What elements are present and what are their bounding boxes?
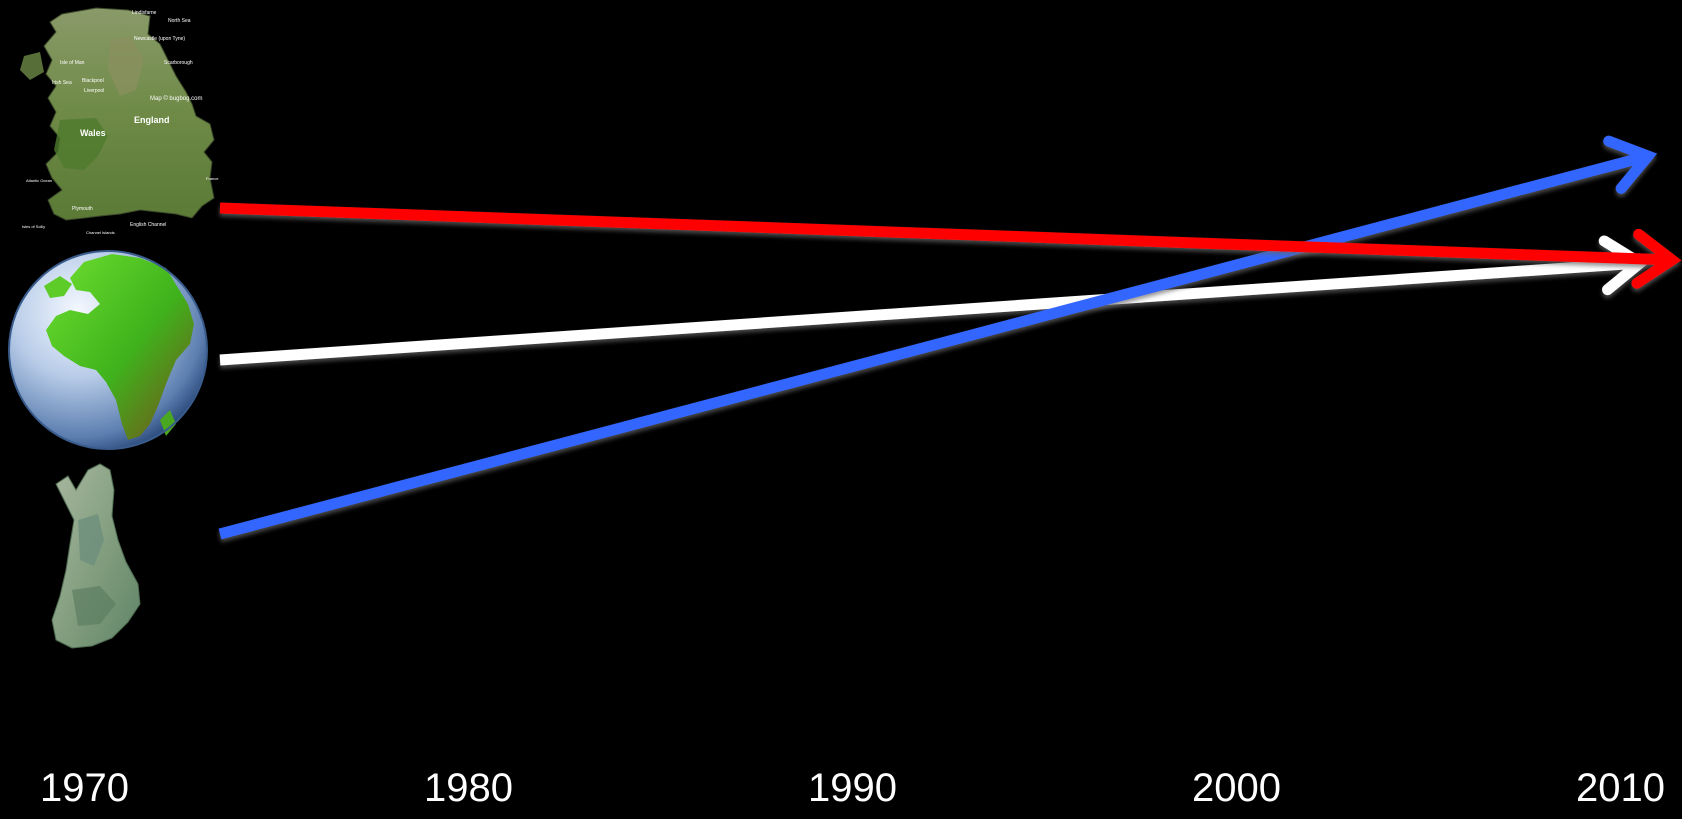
- england-wales-map-icon: Lindisfarne North Sea Newcastle (upon Ty…: [20, 7, 219, 235]
- map-label-credit: Map © bugbog.com: [150, 95, 202, 102]
- map-label-plymouth: Plymouth: [72, 206, 93, 212]
- map-label-irish-sea: Irish Sea: [52, 80, 72, 86]
- year-label-2000: 2000: [1192, 766, 1281, 810]
- finland-map-icon: [51, 463, 141, 649]
- map-label-blackpool: Blackpool: [82, 78, 104, 84]
- map-label-liverpool: Liverpool: [84, 88, 104, 94]
- uk-trend-arrow-shaft: [219, 202, 1669, 266]
- map-label-france: France: [206, 176, 219, 181]
- map-label-north-sea: North Sea: [168, 18, 191, 24]
- map-label-newcastle: Newcastle (upon Tyne): [134, 36, 185, 42]
- finland-trend-arrow-head: [1603, 135, 1658, 194]
- map-label-isles-of-scilly: Isles of Scilly: [22, 224, 45, 229]
- uk-trend-arrow: [219, 202, 1682, 289]
- map-label-england: England: [134, 115, 170, 125]
- map-label-lindisfarne: Lindisfarne: [132, 10, 157, 16]
- year-label-2010: 2010: [1576, 766, 1665, 810]
- year-label-1980: 1980: [424, 766, 513, 810]
- finland-trend-arrow: [218, 135, 1658, 540]
- earth-globe-icon: [8, 250, 208, 450]
- map-label-channel-islands: Channel Islands: [86, 230, 115, 235]
- map-label-isle-of-man: Isle of Man: [60, 60, 85, 66]
- map-label-atlantic-ocean: Atlantic Ocean: [26, 178, 52, 183]
- map-label-scarborough: Scarborough: [164, 60, 193, 66]
- uk-trend-arrow-head: [1631, 228, 1682, 289]
- map-label-wales: Wales: [80, 128, 106, 138]
- finland-trend-arrow-shaft: [218, 151, 1646, 540]
- map-label-english-channel: English Channel: [130, 222, 166, 228]
- world-trend-arrow-shaft: [219, 257, 1637, 366]
- year-label-1990: 1990: [808, 766, 897, 810]
- trend-arrows: [218, 135, 1682, 540]
- year-label-1970: 1970: [40, 766, 129, 810]
